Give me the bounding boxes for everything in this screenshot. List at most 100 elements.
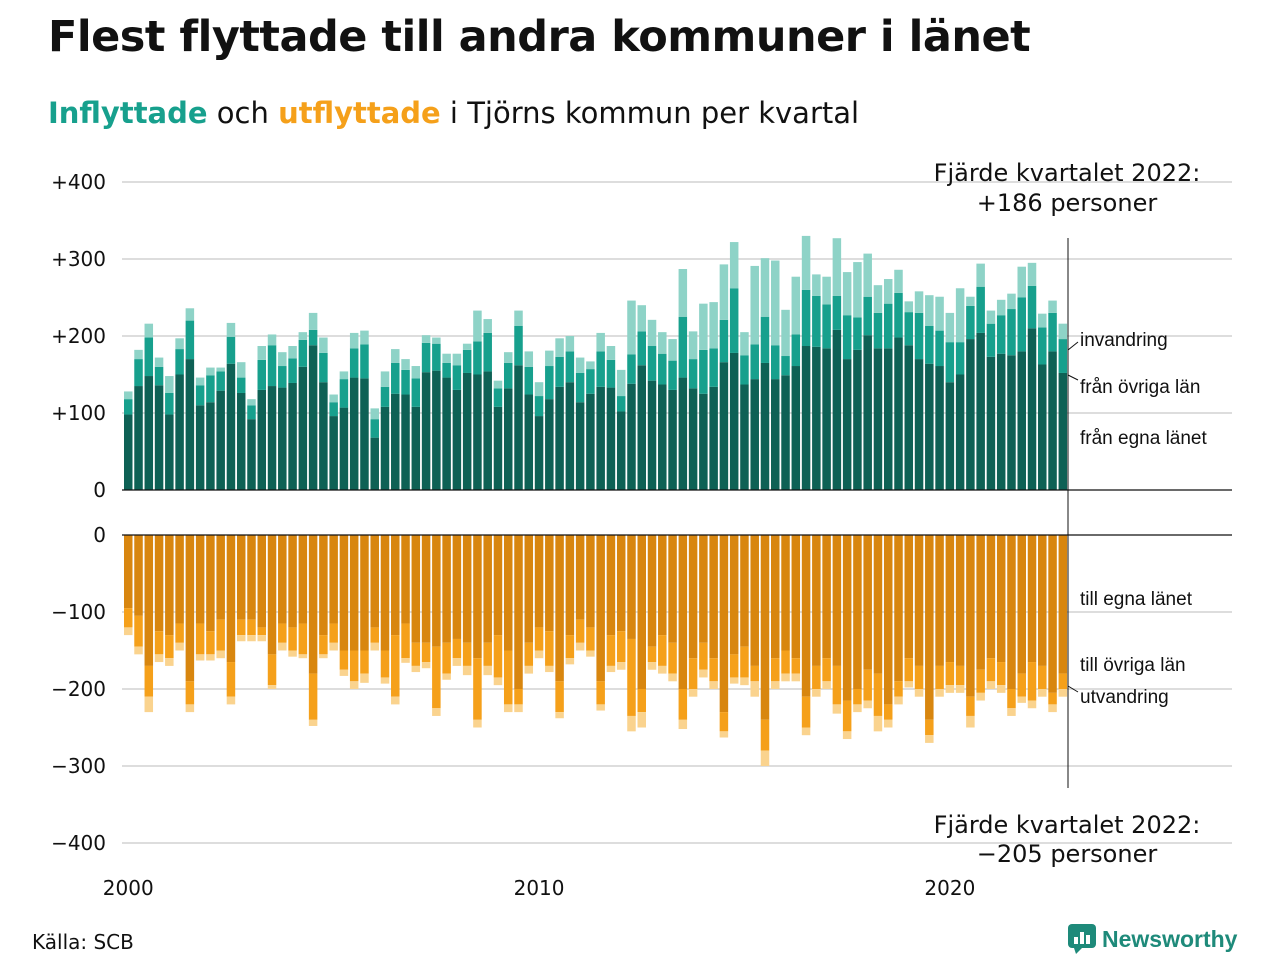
bar-in-other: [1027, 285, 1037, 329]
bar-out-emigration: [545, 665, 554, 673]
bar-out-own: [493, 535, 503, 636]
bar-out-own: [432, 535, 441, 647]
bar-out-other: [134, 615, 143, 647]
bar-out-own: [812, 535, 821, 666]
chart-title: Flest flyttade till andra kommuner i län…: [48, 12, 1031, 62]
bar-in-immigration: [842, 272, 852, 316]
bar-out-emigration: [719, 731, 729, 738]
bar-in-own: [165, 414, 174, 490]
bottom-annotation-line1: Fjärde kvartalet 2022:: [934, 811, 1201, 839]
bar-out-own: [709, 535, 718, 659]
bar-out-other: [555, 681, 564, 713]
bar-in-other: [278, 366, 287, 388]
bar-in-other: [986, 323, 996, 357]
bar-in-immigration: [483, 319, 492, 333]
bar-out-own: [842, 535, 852, 701]
bar-out-own: [401, 535, 410, 624]
bar-in-other: [534, 396, 544, 417]
bar-in-immigration: [976, 263, 985, 287]
bar-in-other: [411, 378, 421, 407]
bar-in-immigration: [401, 359, 410, 370]
bar-out-emigration: [175, 642, 184, 651]
bar-in-other: [616, 396, 626, 412]
bar-out-emigration: [421, 662, 431, 669]
bar-in-other: [1058, 339, 1068, 373]
bar-out-other: [719, 712, 729, 732]
bar-in-own: [894, 337, 903, 490]
bar-out-own: [216, 535, 225, 620]
bar-out-other: [308, 673, 318, 720]
bar-out-emigration: [503, 704, 513, 713]
bar-in-immigration: [267, 334, 277, 346]
bar-in-other: [678, 316, 688, 378]
bar-out-emigration: [308, 719, 318, 726]
bar-in-other: [421, 342, 431, 373]
bar-in-other: [637, 331, 646, 366]
bar-out-own: [596, 535, 605, 682]
bar-in-immigration: [668, 339, 677, 361]
bar-out-own: [678, 535, 688, 689]
bar-in-own: [319, 382, 328, 490]
bar-in-other: [883, 303, 893, 349]
bar-out-own: [298, 535, 308, 624]
bar-out-own: [699, 535, 708, 643]
bar-in-other: [391, 362, 400, 394]
bar-in-other: [719, 319, 729, 363]
bar-in-other: [935, 330, 944, 367]
bar-in-immigration: [534, 382, 544, 397]
bar-out-emigration: [678, 719, 688, 730]
bar-out-emigration: [863, 700, 872, 709]
bar-in-own: [391, 393, 400, 490]
bar-out-emigration: [360, 673, 369, 683]
bar-out-other: [904, 658, 914, 682]
bar-in-immigration: [596, 332, 605, 352]
bar-in-other: [226, 336, 236, 364]
bar-in-other: [822, 304, 831, 349]
y-tick-top: +100: [51, 401, 106, 425]
bar-in-own: [606, 387, 616, 490]
bar-out-own: [832, 535, 842, 666]
bar-out-other: [883, 704, 893, 720]
y-tick-top: +300: [51, 247, 106, 271]
bar-out-other: [534, 627, 544, 651]
bar-in-immigration: [432, 337, 441, 344]
bar-out-emigration: [534, 650, 544, 659]
bar-in-immigration: [832, 238, 842, 296]
bar-out-other: [493, 635, 503, 678]
bar-in-immigration: [647, 319, 657, 347]
bar-out-emigration: [185, 704, 195, 713]
bar-in-other: [319, 352, 328, 383]
top-annotation-line2: +186 personer: [977, 189, 1158, 217]
bar-out-emigration: [124, 627, 133, 636]
bar-out-other: [298, 623, 308, 655]
bar-in-other: [873, 312, 883, 349]
bar-in-own: [709, 386, 718, 490]
bar-out-other: [1038, 665, 1047, 689]
bar-in-other: [791, 334, 801, 367]
y-tick-bottom: −200: [51, 677, 106, 701]
bar-out-other: [699, 642, 708, 670]
bar-out-emigration: [319, 654, 328, 659]
bar-out-other: [257, 627, 267, 636]
bar-out-emigration: [883, 719, 893, 728]
bar-in-immigration: [853, 262, 862, 318]
bar-out-own: [483, 535, 492, 643]
bar-in-other: [165, 392, 174, 415]
bar-out-own: [627, 535, 636, 639]
bar-in-other: [452, 365, 462, 390]
bar-out-own: [791, 535, 801, 659]
bar-in-immigration: [606, 346, 616, 360]
bar-in-immigration: [349, 332, 359, 349]
bar-in-immigration: [185, 308, 195, 321]
bar-in-immigration: [1007, 293, 1016, 310]
bar-out-emigration: [575, 642, 585, 651]
bar-out-emigration: [699, 669, 708, 678]
bar-in-immigration: [966, 296, 975, 306]
bar-out-emigration: [740, 677, 749, 686]
bar-out-other: [1058, 673, 1068, 689]
bar-out-own: [1038, 535, 1047, 666]
bar-out-own: [996, 535, 1006, 663]
bar-in-immigration: [791, 276, 801, 335]
subtitle-och: och: [207, 96, 279, 130]
